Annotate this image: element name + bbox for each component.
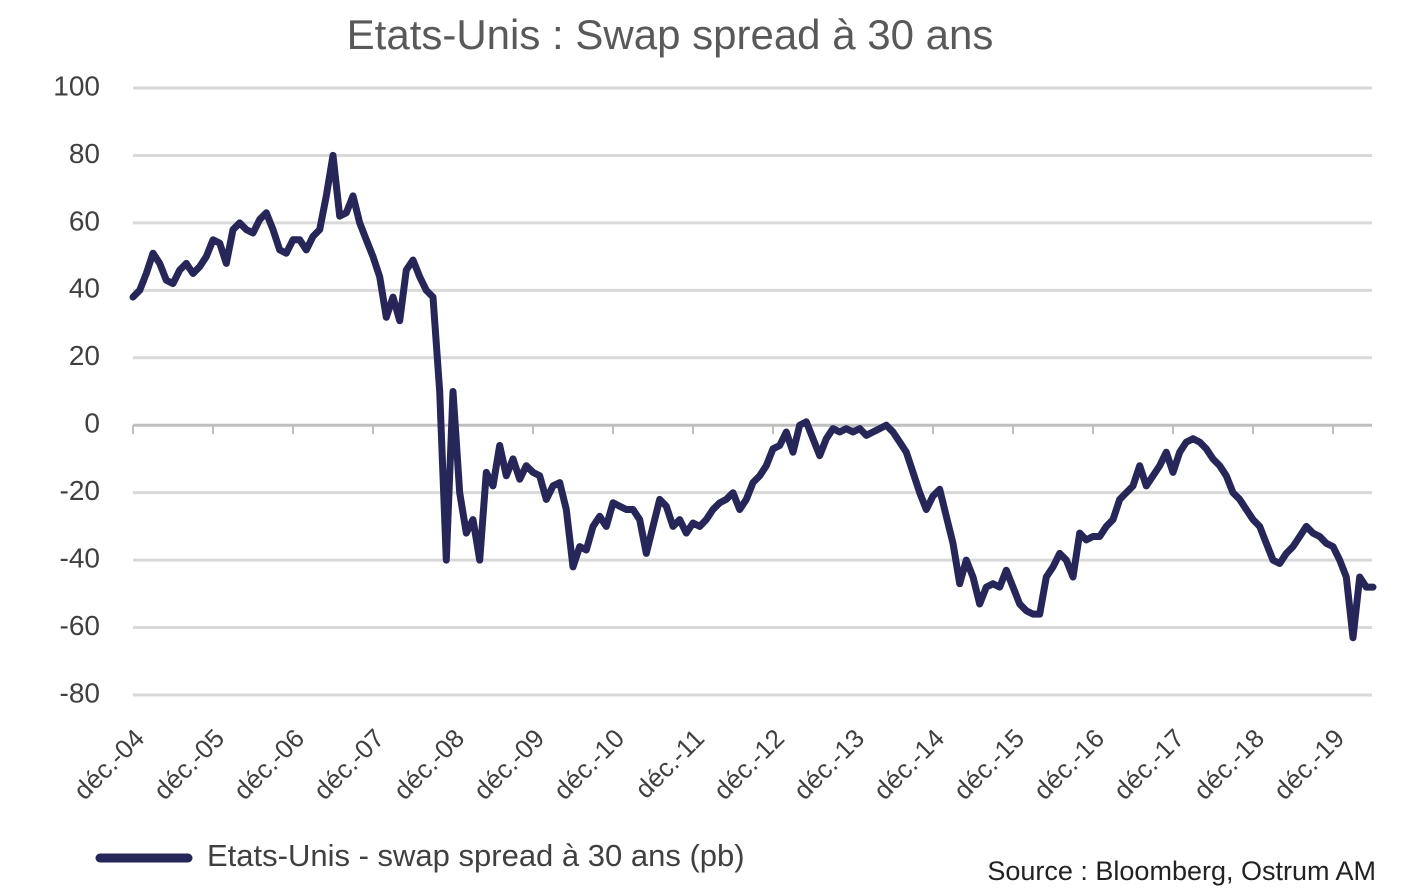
x-tick-label: déc.-18 [1188, 723, 1271, 806]
x-tick-label: déc.-17 [1108, 723, 1191, 806]
y-tick-label: 20 [69, 340, 100, 371]
y-tick-label: 40 [69, 273, 100, 304]
y-tick-label: -40 [60, 543, 100, 574]
y-tick-label: 100 [53, 70, 100, 101]
y-tick-label: 0 [84, 408, 100, 439]
x-tick-label: déc.-13 [788, 723, 871, 806]
y-tick-label: -20 [60, 475, 100, 506]
x-tick-label: déc.-07 [308, 723, 391, 806]
x-tick-label: déc.-04 [68, 723, 151, 806]
x-tick-label: déc.-11 [629, 723, 710, 804]
x-tick-label: déc.-12 [708, 723, 791, 806]
y-tick-label: 60 [69, 205, 100, 236]
y-tick-label: 80 [69, 138, 100, 169]
x-tick-label: déc.-09 [468, 723, 551, 806]
series-line [129, 151, 1377, 642]
x-tick-label: déc.-16 [1028, 723, 1111, 806]
x-tick-label: déc.-08 [388, 723, 471, 806]
x-tick-label: déc.-19 [1268, 723, 1351, 806]
x-tick-label: déc.-15 [948, 723, 1031, 806]
source-note: Source : Bloomberg, Ostrum AM [987, 856, 1376, 886]
chart-title: Etats-Unis : Swap spread à 30 ans [347, 11, 994, 58]
x-tick-label: déc.-05 [148, 723, 231, 806]
y-tick-label: -60 [60, 610, 100, 641]
legend-label: Etats-Unis - swap spread à 30 ans (pb) [207, 838, 745, 873]
y-tick-label: -80 [60, 677, 100, 708]
x-tick-label: déc.-14 [868, 723, 951, 806]
x-tick-label: déc.-10 [548, 723, 631, 806]
x-tick-label: déc.-06 [228, 723, 311, 806]
